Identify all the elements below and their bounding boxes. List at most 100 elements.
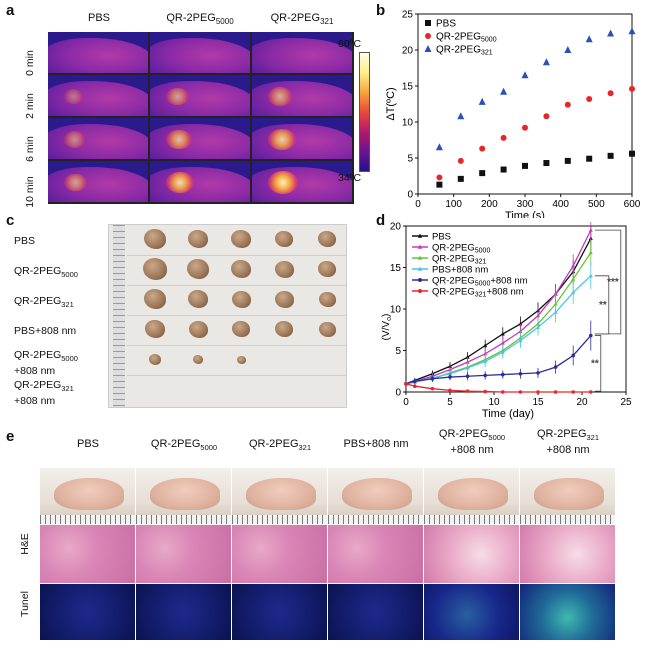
tumor (236, 355, 246, 364)
data-point (629, 85, 635, 92)
data-point (586, 155, 593, 162)
tumor-volume-chart: 0 5 10 15 20 25 0 5 10 15 20 Time (day) Relative Tum… (380, 222, 632, 420)
data-point (571, 290, 576, 294)
panel-label-e: e (6, 428, 15, 445)
thermal-image-cell (48, 161, 148, 202)
x-tick-label: 10 (488, 397, 500, 408)
data-point (483, 389, 487, 394)
legend-entry: PBS (436, 19, 456, 30)
tunel-stain-image (424, 584, 519, 640)
significance-bracket (594, 275, 610, 335)
legend-entry: QR-2PEG5000 (432, 243, 490, 255)
histology-column-header: QR-2PEG5000 (150, 438, 218, 453)
tunel-stain-image (520, 584, 615, 640)
mouse-silhouette (150, 478, 220, 510)
row-divider (127, 315, 346, 316)
data-point (483, 351, 488, 356)
histology-row-label-he: H&E (19, 533, 31, 555)
data-point (457, 157, 464, 164)
x-tick-label: 100 (445, 199, 462, 210)
ruler-strip (136, 515, 231, 524)
legend-entry: QR-2PEG5000+808 nm (432, 276, 528, 288)
mouse-photo (520, 468, 615, 524)
data-point (500, 166, 507, 173)
data-point (465, 365, 470, 370)
he-stain-image (328, 525, 423, 583)
data-point (542, 58, 550, 66)
x-tick-label: 0 (403, 397, 409, 408)
tumor (231, 230, 251, 248)
data-point (588, 273, 593, 278)
tumor (318, 291, 336, 307)
thermal-col-header-peg5000: QR-2PEG5000 (150, 12, 250, 26)
tumor-row-label: PBS (14, 235, 36, 247)
ruler (113, 225, 125, 407)
hot-spot (166, 171, 195, 194)
tumor-photo (108, 224, 347, 408)
mouse-photo (40, 468, 135, 524)
tumor (318, 261, 336, 278)
y-tick-label: 20 (402, 46, 414, 57)
hot-spot (166, 129, 192, 150)
data-point (543, 113, 550, 120)
thermal-col-header-peg5000-sub: 5000 (215, 17, 234, 27)
temperature-chart: 0 100 200 300 400 500 600 0 5 10 15 20 25 Time (s) ΔT(… (385, 10, 641, 219)
series-line (405, 335, 592, 385)
data-point (518, 371, 523, 376)
series-line (405, 229, 592, 385)
data-point (564, 157, 571, 164)
significance-label: ** (599, 300, 607, 311)
thermal-col-header-peg321-sub: 321 (320, 17, 334, 27)
thermal-image-cell (252, 32, 352, 73)
data-point (536, 371, 540, 375)
mouse-body-thermal (150, 167, 250, 202)
data-point (501, 390, 505, 394)
he-stain-image (136, 525, 231, 583)
x-tick-label: 200 (481, 199, 498, 210)
tunel-stain-image (232, 584, 327, 640)
legend-marker (425, 33, 431, 39)
tumor (149, 354, 161, 365)
tumor (231, 290, 251, 308)
data-point (479, 170, 486, 177)
mouse-body-thermal (150, 81, 250, 116)
data-point (457, 175, 464, 182)
data-point (607, 152, 614, 159)
legend-entry: PBS+808 nm (432, 265, 488, 276)
thermal-image-cell (252, 75, 352, 116)
x-tick-label: 600 (624, 199, 641, 210)
thermal-col-header-pbs: PBS (87, 12, 110, 24)
row-divider (127, 285, 346, 286)
legend-entry: QR-2PEG5000 (436, 32, 497, 44)
data-point (483, 343, 488, 348)
data-point (500, 340, 505, 345)
data-point (629, 150, 635, 157)
x-tick-label: 20 (576, 397, 588, 408)
panel-label-c: c (6, 212, 15, 229)
data-point (553, 291, 558, 296)
row-divider (127, 345, 346, 346)
hot-spot (268, 170, 299, 195)
mouse-photo (424, 468, 519, 524)
he-stain-image (520, 525, 615, 583)
he-stain-image (232, 525, 327, 583)
y-tick-label: 15 (390, 263, 402, 274)
significance-label: *** (607, 277, 619, 288)
series-line (405, 383, 591, 393)
data-point (500, 331, 505, 336)
mouse-body-thermal (150, 38, 250, 73)
y-tick-label: 10 (402, 118, 414, 129)
histology-image-grid (40, 468, 616, 640)
legend-marker (417, 266, 423, 271)
thermal-image-cell (252, 161, 352, 202)
data-point (571, 276, 576, 281)
tumor-grid (127, 225, 346, 407)
data-point (553, 365, 558, 369)
ruler-strip (424, 515, 519, 524)
tumor (187, 259, 209, 279)
y-tick-label: 15 (402, 82, 414, 93)
data-point (553, 390, 558, 394)
histology-column-header: PBS (76, 438, 99, 450)
data-point (586, 95, 593, 102)
data-point (413, 379, 417, 384)
